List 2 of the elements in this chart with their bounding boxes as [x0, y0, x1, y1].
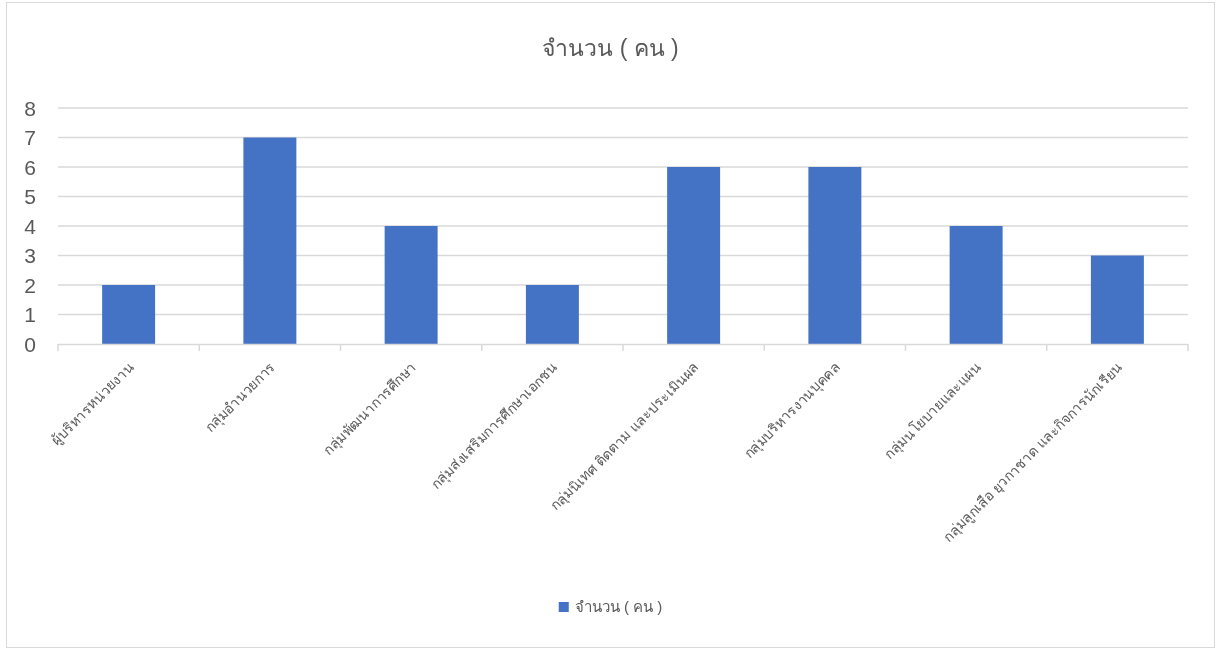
title: จำนวน ( คน ): [542, 35, 679, 61]
legend-label: จำนวน ( คน ): [574, 598, 663, 615]
